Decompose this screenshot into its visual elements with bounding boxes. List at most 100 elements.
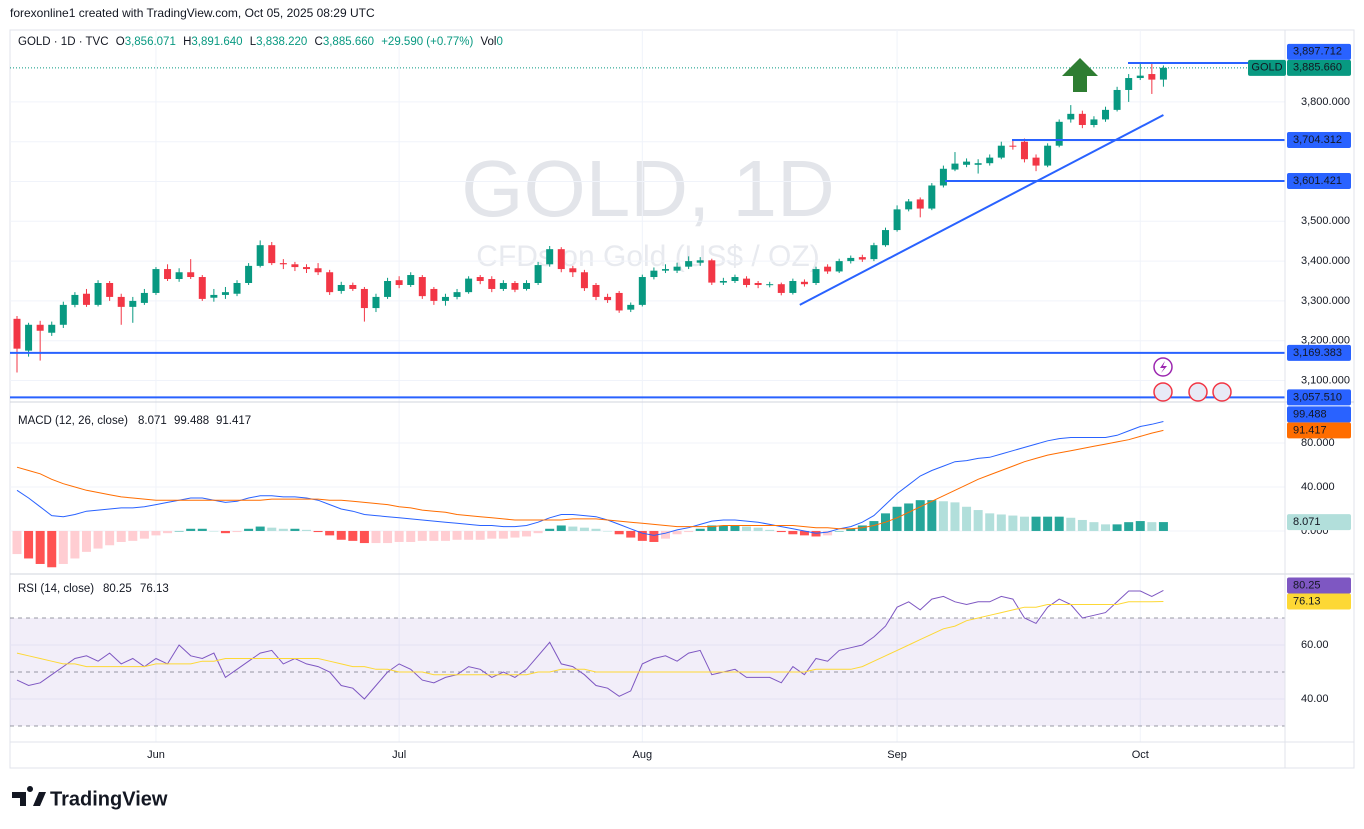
candle-body: [303, 267, 310, 270]
ohlc-name: C: [315, 36, 323, 48]
candle-body: [1090, 119, 1098, 125]
histogram-bar: [81, 530, 91, 552]
histogram-bar: [267, 527, 277, 531]
candle-body: [106, 282, 114, 297]
symbol-legend: GOLD · 1D · TVC O3,856.071 H3,891.640 L3…: [18, 36, 503, 48]
histogram-bar: [24, 530, 34, 559]
histogram-bar: [429, 530, 439, 541]
level-label: 3,897.712: [1293, 46, 1342, 58]
candle-body: [1102, 109, 1110, 120]
candle-body: [245, 265, 253, 283]
histogram-bar: [452, 530, 462, 540]
level-label-box: [1287, 172, 1351, 189]
histogram-bar: [174, 530, 184, 532]
histogram-bar: [707, 525, 717, 531]
marks-layer: [10, 62, 1285, 700]
histogram-bar: [996, 514, 1006, 531]
candle-body: [580, 272, 588, 289]
legend-value: 8.071: [138, 415, 167, 427]
histogram-bar: [915, 500, 925, 531]
x-tick-label: Oct: [1132, 749, 1149, 761]
candle-body: [835, 261, 843, 272]
candle-body: [187, 272, 195, 278]
candle-body: [905, 201, 913, 210]
candle-body: [140, 292, 148, 303]
histogram-bar: [417, 530, 427, 541]
level-label-box: [1287, 131, 1351, 148]
histogram-bar: [197, 528, 207, 531]
candle-body: [1044, 145, 1052, 166]
candle-body: [268, 245, 276, 264]
trend-line: [799, 114, 1164, 306]
candle-body: [1159, 67, 1167, 80]
labels-layer: Jun Jul Aug Sep Oct 3,100.000 3,200.000 3,300.0…: [147, 43, 1351, 761]
histogram-bar: [892, 506, 902, 531]
candle-body: [534, 265, 542, 283]
histogram-bar: [1008, 515, 1018, 531]
candle-body: [198, 277, 206, 299]
candle-body: [407, 275, 415, 285]
candle-body: [939, 168, 947, 186]
candle-body: [384, 281, 392, 297]
event-icon[interactable]: [1188, 382, 1208, 402]
histogram-bar: [278, 528, 288, 531]
histogram-bar: [151, 530, 161, 536]
histogram-bar: [348, 530, 358, 541]
histogram-bar: [834, 530, 844, 532]
histogram-bar: [1019, 516, 1029, 531]
candle-body: [696, 260, 704, 263]
y-tick-label: 3,300.000: [1301, 295, 1350, 307]
histogram-bar: [799, 530, 809, 536]
candle-body: [777, 284, 785, 293]
histogram-bar: [232, 530, 242, 533]
candle-body: [650, 270, 658, 278]
candle-body: [604, 296, 612, 301]
histogram-bar: [302, 529, 311, 531]
candle-body: [71, 294, 79, 305]
candle-body: [893, 209, 901, 231]
candle-body: [858, 257, 866, 260]
histogram-bar: [139, 530, 149, 539]
indicator-line: [16, 421, 1164, 536]
candle-body: [615, 292, 623, 311]
histogram-bar: [209, 530, 219, 532]
last-price-label-box: [1287, 59, 1351, 76]
legend-value: 99.488: [174, 415, 209, 427]
candle-body: [152, 269, 160, 293]
candle-body: [279, 263, 287, 265]
histogram-bar: [325, 530, 335, 536]
histogram-bar: [765, 529, 775, 531]
candle-body: [685, 261, 693, 267]
candle-body: [25, 324, 33, 351]
histogram-bar: [58, 530, 68, 564]
histogram-bar: [128, 530, 138, 541]
histogram-bar: [1066, 517, 1076, 531]
histogram-bar: [788, 530, 798, 535]
event-icon[interactable]: [1212, 382, 1232, 402]
candle-body: [997, 145, 1005, 158]
histogram-bar: [811, 530, 821, 537]
histogram-bar: [545, 528, 555, 531]
candle-body: [48, 324, 56, 333]
candle-body: [569, 268, 577, 273]
histogram-bar: [927, 500, 937, 531]
legend-value: 91.417: [216, 415, 251, 427]
x-tick-label: Jul: [392, 749, 406, 761]
candle-body: [1055, 121, 1063, 146]
y-tick-label: 3,400.000: [1301, 255, 1350, 267]
histogram-bar: [718, 525, 728, 531]
level-label-box: [1287, 43, 1351, 60]
histogram-bar: [730, 525, 740, 531]
histogram-bar: [950, 502, 960, 531]
candle-body: [326, 272, 334, 293]
line-value-label-box: [1287, 422, 1351, 439]
candle-body: [117, 296, 125, 307]
event-icon[interactable]: [1153, 382, 1173, 402]
last-price-label: 3,885.660: [1293, 62, 1342, 74]
histogram-bar: [823, 530, 833, 536]
histogram-bar: [568, 526, 578, 531]
histogram-bar: [869, 521, 879, 531]
candle-body: [627, 304, 635, 310]
candle-body: [291, 264, 299, 268]
candle-body: [870, 245, 878, 260]
